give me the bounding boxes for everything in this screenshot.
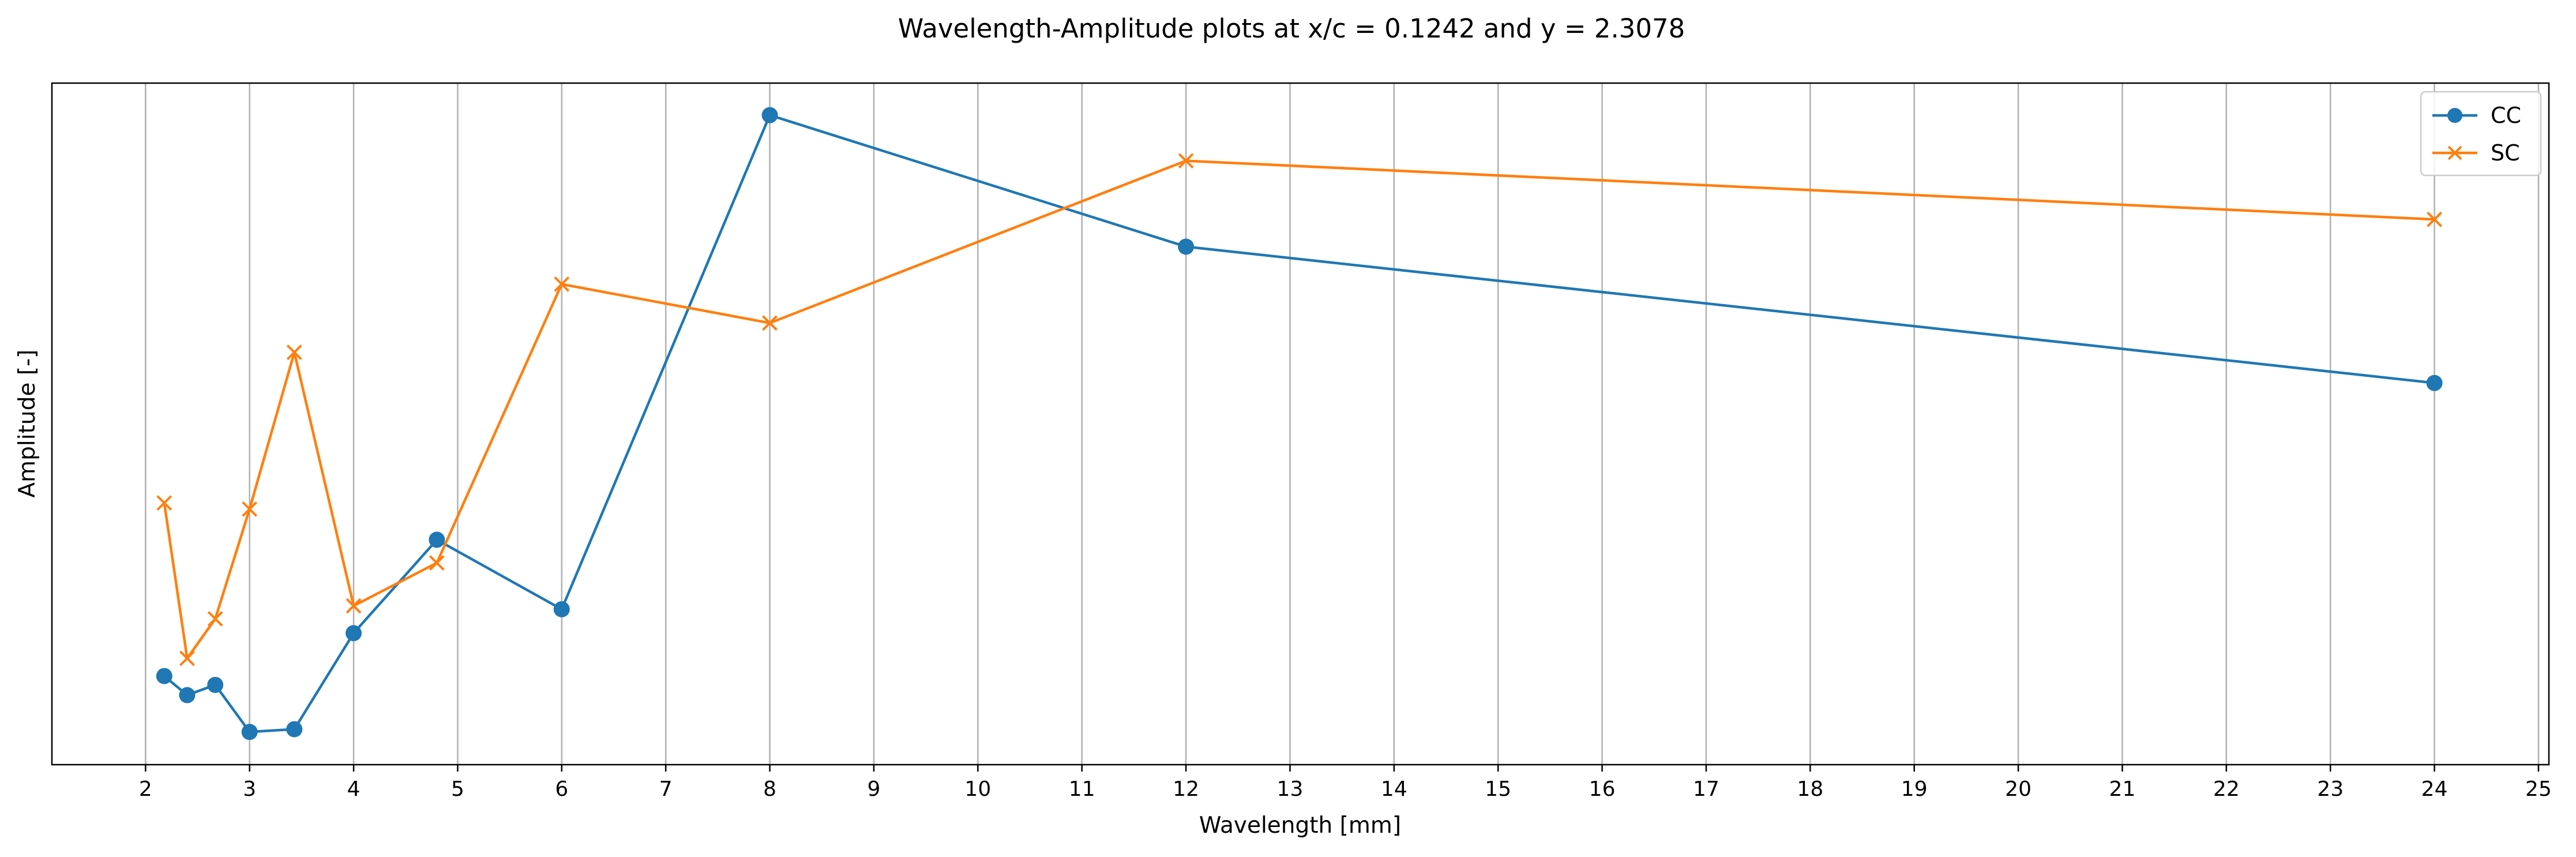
x-tick-label: 11: [1069, 777, 1095, 801]
data-point: [554, 276, 570, 292]
x-tick-label: 20: [2005, 777, 2031, 801]
series-sc: [156, 153, 2443, 667]
x-tick-label: 13: [1277, 777, 1304, 801]
data-point: [179, 650, 195, 667]
grid: [145, 83, 2540, 765]
data-point: [207, 611, 223, 627]
x-tick-label: 12: [1173, 777, 1199, 801]
series-layer: [156, 107, 2443, 740]
data-point: [346, 598, 362, 614]
x-tick-label: 19: [1901, 777, 1928, 801]
data-point: [241, 724, 258, 740]
data-point: [286, 345, 302, 360]
x-tick-label: 14: [1381, 777, 1407, 801]
y-axis-label: Amplitude [-]: [14, 350, 40, 498]
x-tick-label: 8: [763, 777, 776, 801]
legend-box: [2420, 91, 2542, 177]
data-point: [1178, 153, 1194, 169]
data-point: [2427, 211, 2443, 227]
data-point: [346, 625, 362, 642]
x-tick-label: 7: [659, 777, 673, 801]
legend-item-cc: CC: [2432, 103, 2521, 128]
data-point: [762, 315, 778, 331]
legend-label: CC: [2491, 103, 2521, 128]
data-point: [761, 107, 778, 124]
plot-frame: [51, 82, 2550, 766]
legend-label: SC: [2491, 140, 2520, 166]
data-point: [553, 601, 570, 618]
data-point: [156, 495, 172, 511]
legend: CC SC: [2420, 91, 2542, 177]
x-axis-label: Wavelength [mm]: [1199, 813, 1401, 839]
x-tick-label: 9: [868, 777, 881, 801]
x-tick-label: 5: [451, 777, 464, 801]
legend-marker: [2447, 108, 2462, 123]
x-tick-label: 24: [2421, 777, 2448, 801]
data-point: [429, 532, 445, 548]
x-tick-label: 23: [2317, 777, 2344, 801]
data-point: [1178, 238, 1195, 255]
x-tick-label: 22: [2213, 777, 2240, 801]
x-tick-label: 17: [1693, 777, 1719, 801]
x-tick-label: 25: [2525, 777, 2552, 801]
x-tick-label: 4: [347, 777, 361, 801]
data-point: [207, 676, 224, 693]
data-point: [286, 721, 303, 738]
data-point: [429, 555, 445, 571]
legend-marker: [2447, 145, 2462, 160]
data-point: [242, 501, 258, 517]
x-axis: 2 3 4 5 6 7 8 9 10 11 12 13 14 15 16 17 18 19 20 21 22 23 24 25: [139, 765, 2552, 801]
x-tick-label: 15: [1485, 777, 1511, 801]
legend-item-sc: SC: [2432, 140, 2520, 166]
x-tick-label: 21: [2109, 777, 2136, 801]
x-tick-label: 2: [139, 777, 152, 801]
x-tick-label: 16: [1589, 777, 1616, 801]
x-tick-label: 10: [964, 777, 991, 801]
x-tick-label: 6: [555, 777, 568, 801]
data-point: [156, 668, 172, 684]
chart-title: Wavelength-Amplitude plots at x/c = 0.12…: [898, 13, 1685, 44]
series-cc: [156, 107, 2443, 740]
data-point: [179, 687, 196, 703]
x-tick-label: 18: [1797, 777, 1823, 801]
data-point: [2426, 375, 2443, 391]
x-tick-label: 3: [243, 777, 256, 801]
